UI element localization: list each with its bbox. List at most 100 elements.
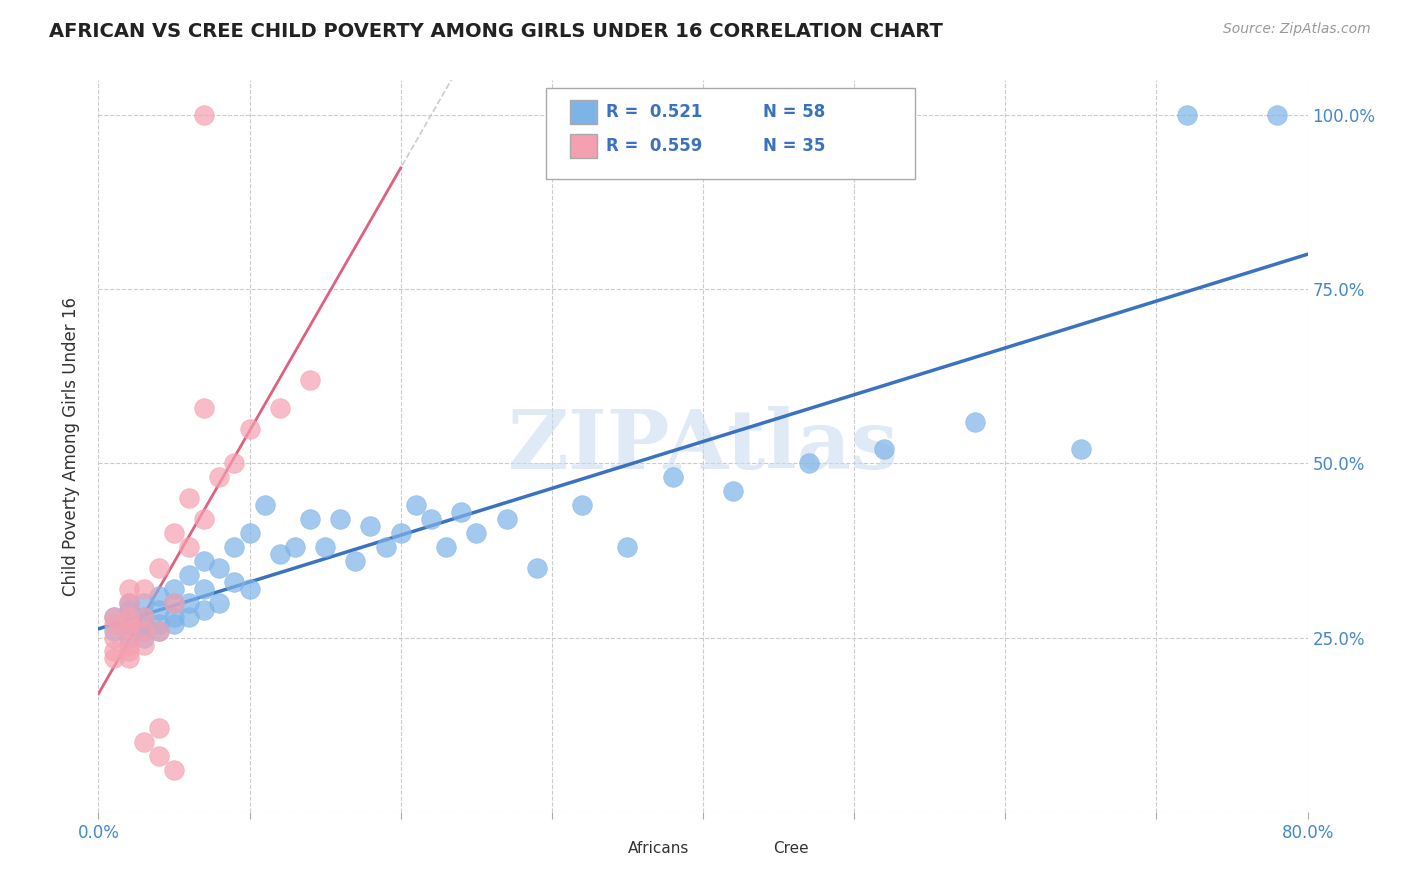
Point <box>179 609 201 624</box>
Text: Cree: Cree <box>773 841 808 855</box>
Point <box>661 470 683 484</box>
Text: Source: ZipAtlas.com: Source: ZipAtlas.com <box>1223 22 1371 37</box>
Point <box>118 596 141 610</box>
Point <box>163 582 186 596</box>
Point <box>118 582 141 596</box>
Point <box>495 512 517 526</box>
Point <box>344 554 367 568</box>
Point <box>118 638 141 652</box>
Point <box>224 574 246 589</box>
Point <box>873 442 896 457</box>
Point <box>224 457 246 471</box>
Point <box>132 609 155 624</box>
Point <box>103 624 125 638</box>
Point <box>179 491 201 506</box>
Point <box>179 596 201 610</box>
Point <box>965 415 987 429</box>
Point <box>118 603 141 617</box>
Point <box>118 644 141 658</box>
FancyBboxPatch shape <box>595 841 621 859</box>
Point <box>269 401 291 415</box>
Point <box>148 624 170 638</box>
Point <box>148 624 170 638</box>
FancyBboxPatch shape <box>546 87 915 179</box>
Point <box>389 526 412 541</box>
Point <box>132 624 155 638</box>
Point <box>193 512 215 526</box>
Point <box>239 582 262 596</box>
Point <box>118 631 141 645</box>
Point <box>208 596 231 610</box>
Point <box>299 512 322 526</box>
Point <box>465 526 488 541</box>
Point <box>163 616 186 631</box>
Point <box>208 470 231 484</box>
Point <box>118 624 141 638</box>
Point <box>208 561 231 575</box>
Point <box>314 540 336 554</box>
Point <box>193 401 215 415</box>
Point <box>163 596 186 610</box>
Point <box>179 567 201 582</box>
Point <box>132 638 155 652</box>
Point <box>132 624 155 638</box>
Point <box>118 616 141 631</box>
Point <box>284 540 307 554</box>
Point <box>239 526 262 541</box>
Point <box>103 609 125 624</box>
Point <box>374 540 396 554</box>
Point <box>118 609 141 624</box>
Point <box>132 631 155 645</box>
Point <box>103 651 125 665</box>
Point <box>193 603 215 617</box>
Point <box>253 498 276 512</box>
Point <box>132 616 155 631</box>
Point <box>1267 108 1289 122</box>
Point <box>723 484 745 499</box>
Point <box>1175 108 1198 122</box>
Point <box>148 603 170 617</box>
Text: AFRICAN VS CREE CHILD POVERTY AMONG GIRLS UNDER 16 CORRELATION CHART: AFRICAN VS CREE CHILD POVERTY AMONG GIRL… <box>49 22 943 41</box>
Point <box>797 457 820 471</box>
Point <box>224 540 246 554</box>
Point <box>148 721 170 735</box>
Point <box>132 582 155 596</box>
Point <box>269 547 291 561</box>
Point <box>405 498 427 512</box>
Point <box>118 651 141 665</box>
Text: R =  0.559: R = 0.559 <box>606 136 703 155</box>
Point <box>163 609 186 624</box>
Point <box>132 735 155 749</box>
Point <box>163 596 186 610</box>
Point <box>163 526 186 541</box>
Point <box>103 631 125 645</box>
Point <box>193 108 215 122</box>
Point <box>239 421 262 435</box>
Point <box>148 616 170 631</box>
Point <box>329 512 352 526</box>
Point <box>360 519 382 533</box>
Point <box>450 505 472 519</box>
Point <box>148 749 170 764</box>
Text: R =  0.521: R = 0.521 <box>606 103 703 121</box>
Point <box>103 609 125 624</box>
FancyBboxPatch shape <box>569 134 596 158</box>
Point <box>420 512 443 526</box>
Point <box>163 763 186 777</box>
Y-axis label: Child Poverty Among Girls Under 16: Child Poverty Among Girls Under 16 <box>62 296 80 596</box>
Point <box>434 540 457 554</box>
Point <box>132 609 155 624</box>
Point <box>193 582 215 596</box>
Point <box>118 596 141 610</box>
Text: N = 58: N = 58 <box>763 103 825 121</box>
Point <box>118 616 141 631</box>
Point <box>179 540 201 554</box>
Point <box>616 540 638 554</box>
Point <box>299 373 322 387</box>
FancyBboxPatch shape <box>569 100 596 124</box>
Text: ZIPAtlas: ZIPAtlas <box>508 406 898 486</box>
Point <box>103 616 125 631</box>
Text: N = 35: N = 35 <box>763 136 825 155</box>
Point <box>526 561 548 575</box>
Point <box>1070 442 1092 457</box>
